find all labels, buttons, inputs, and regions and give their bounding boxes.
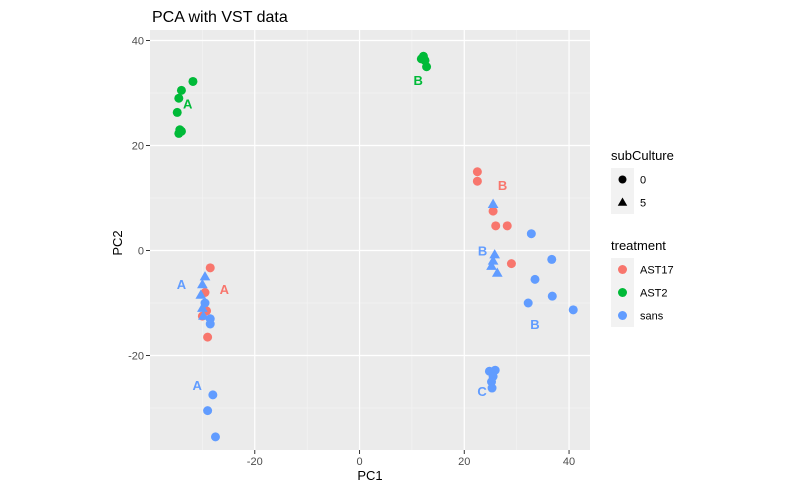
data-point-sans (486, 260, 497, 270)
data-point-sans (200, 298, 210, 308)
data-point-sans (208, 390, 218, 400)
data-point-ast2 (176, 126, 186, 136)
y-axis-title: PC2 (110, 230, 125, 255)
point-annotation: A (177, 277, 187, 292)
point-annotation: C (477, 384, 487, 399)
legend: subCulture 0 5 treatment a AST17 a AST2 a sans (611, 148, 674, 327)
data-point-ast17 (203, 332, 213, 342)
legend-title: subCulture (611, 148, 674, 163)
legend-key-color (618, 311, 627, 320)
data-point-sans (487, 198, 499, 208)
data-point-ast17 (205, 263, 215, 273)
point-annotation: B (478, 244, 487, 259)
point-annotation: B (413, 73, 422, 88)
data-point-ast17 (491, 221, 501, 231)
legend-key-letter: a (620, 312, 626, 322)
y-tick-label: 0 (138, 246, 144, 258)
x-tick-label: 20 (458, 456, 470, 468)
legend-title: treatment (611, 238, 666, 253)
data-point-sans (203, 406, 213, 416)
data-point-ast17 (488, 206, 498, 216)
data-point-sans (526, 229, 536, 239)
data-point-ast17 (472, 167, 482, 177)
data-point-sans (195, 289, 207, 299)
data-point-sans (487, 255, 499, 265)
point-annotation: A (220, 282, 230, 297)
data-point-sans (197, 279, 208, 289)
legend-label: 5 (640, 198, 646, 210)
legend-key-circle (618, 175, 627, 184)
x-tick-label: 40 (563, 456, 575, 468)
data-point-sans (547, 291, 557, 301)
data-point-sans (568, 305, 578, 315)
point-annotation: B (530, 317, 539, 332)
data-point-sans (199, 271, 211, 281)
point-annotations: A B B A A B B A C (177, 73, 540, 399)
x-tick-label: 0 (356, 456, 362, 468)
data-point-sans (489, 249, 501, 259)
data-point-ast2 (176, 85, 186, 95)
data-point-sans (530, 274, 540, 284)
tick-labels: -20 0 20 40 -20 0 20 40 (128, 36, 575, 469)
point-annotation: A (183, 97, 193, 112)
data-point-sans (491, 267, 503, 277)
data-point-sans (197, 302, 208, 312)
data-point-ast2 (422, 62, 432, 72)
data-point-sans (523, 298, 533, 308)
x-axis-title: PC1 (357, 468, 382, 483)
point-annotation: A (192, 378, 202, 393)
y-tick-label: 40 (132, 36, 144, 48)
data-points (172, 51, 578, 442)
y-tick-label: -20 (128, 351, 144, 363)
data-point-ast17 (506, 259, 516, 269)
chart-title: PCA with VST data (152, 9, 288, 26)
legend-label: AST2 (640, 288, 668, 300)
legend-key-color (618, 288, 627, 297)
legend-key-letter: a (620, 266, 626, 276)
data-point-ast2 (188, 76, 198, 86)
data-point-sans (210, 432, 220, 442)
point-annotation: B (498, 178, 507, 193)
data-point-ast17 (502, 221, 512, 231)
data-point-ast2 (174, 93, 184, 103)
legend-key-color (618, 265, 627, 274)
legend-label: AST17 (640, 265, 674, 277)
y-tick-label: 20 (132, 141, 144, 153)
data-point-ast2 (172, 107, 182, 117)
data-point-sans (487, 383, 497, 393)
legend-key-triangle (617, 197, 628, 206)
grid (150, 30, 590, 450)
data-point-sans (205, 319, 215, 329)
data-point-ast17 (472, 176, 482, 186)
legend-label: sans (640, 311, 664, 323)
legend-key-letter: a (620, 289, 626, 299)
data-point-sans (547, 254, 557, 264)
legend-label: 0 (640, 175, 646, 187)
x-tick-label: -20 (247, 456, 263, 468)
